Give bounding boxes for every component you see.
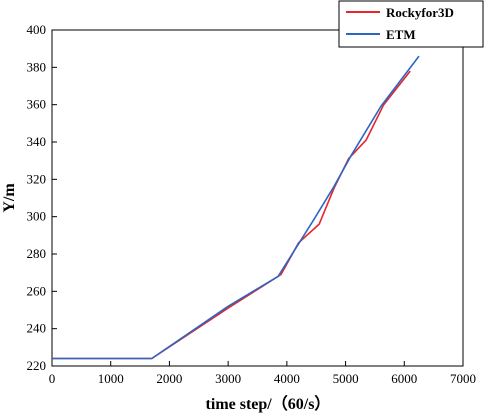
x-tick-label: 7000 xyxy=(450,371,476,386)
y-tick-label: 400 xyxy=(27,22,47,37)
y-tick-label: 320 xyxy=(27,171,47,186)
y-tick-label: 240 xyxy=(27,321,47,336)
y-tick-label: 300 xyxy=(27,209,47,224)
x-tick-label: 2000 xyxy=(156,371,182,386)
x-tick-label: 4000 xyxy=(274,371,300,386)
y-tick-label: 340 xyxy=(27,134,47,149)
x-tick-label: 1000 xyxy=(98,371,124,386)
series-line-rockyfor3d xyxy=(52,70,411,360)
y-tick-label: 380 xyxy=(27,59,47,74)
y-tick-label: 280 xyxy=(27,246,47,261)
x-axis-title: time step/（60/s） xyxy=(206,395,331,413)
x-axis-ticks: 0 1000 2000 3000 4000 5000 6000 7000 xyxy=(49,361,476,386)
legend: Rockyfor3D ETM xyxy=(338,0,484,48)
plot-frame xyxy=(51,29,464,367)
x-tick-label: 6000 xyxy=(391,371,417,386)
y-tick-label: 260 xyxy=(27,283,47,298)
y-axis-title: Y/m xyxy=(1,183,18,213)
y-axis-ticks: 220 240 260 280 300 320 340 360 380 400 xyxy=(27,22,57,373)
legend-label-etm: ETM xyxy=(386,27,416,42)
x-tick-label: 0 xyxy=(49,371,56,386)
x-tick-label: 3000 xyxy=(215,371,241,386)
series-layer xyxy=(52,55,420,360)
y-tick-label: 220 xyxy=(27,358,47,373)
x-tick-label: 5000 xyxy=(333,371,359,386)
legend-label-rockyfor3d: Rockyfor3D xyxy=(386,5,454,20)
legend-box xyxy=(338,0,484,48)
series-line-etm xyxy=(52,55,420,360)
y-tick-label: 360 xyxy=(27,97,47,112)
